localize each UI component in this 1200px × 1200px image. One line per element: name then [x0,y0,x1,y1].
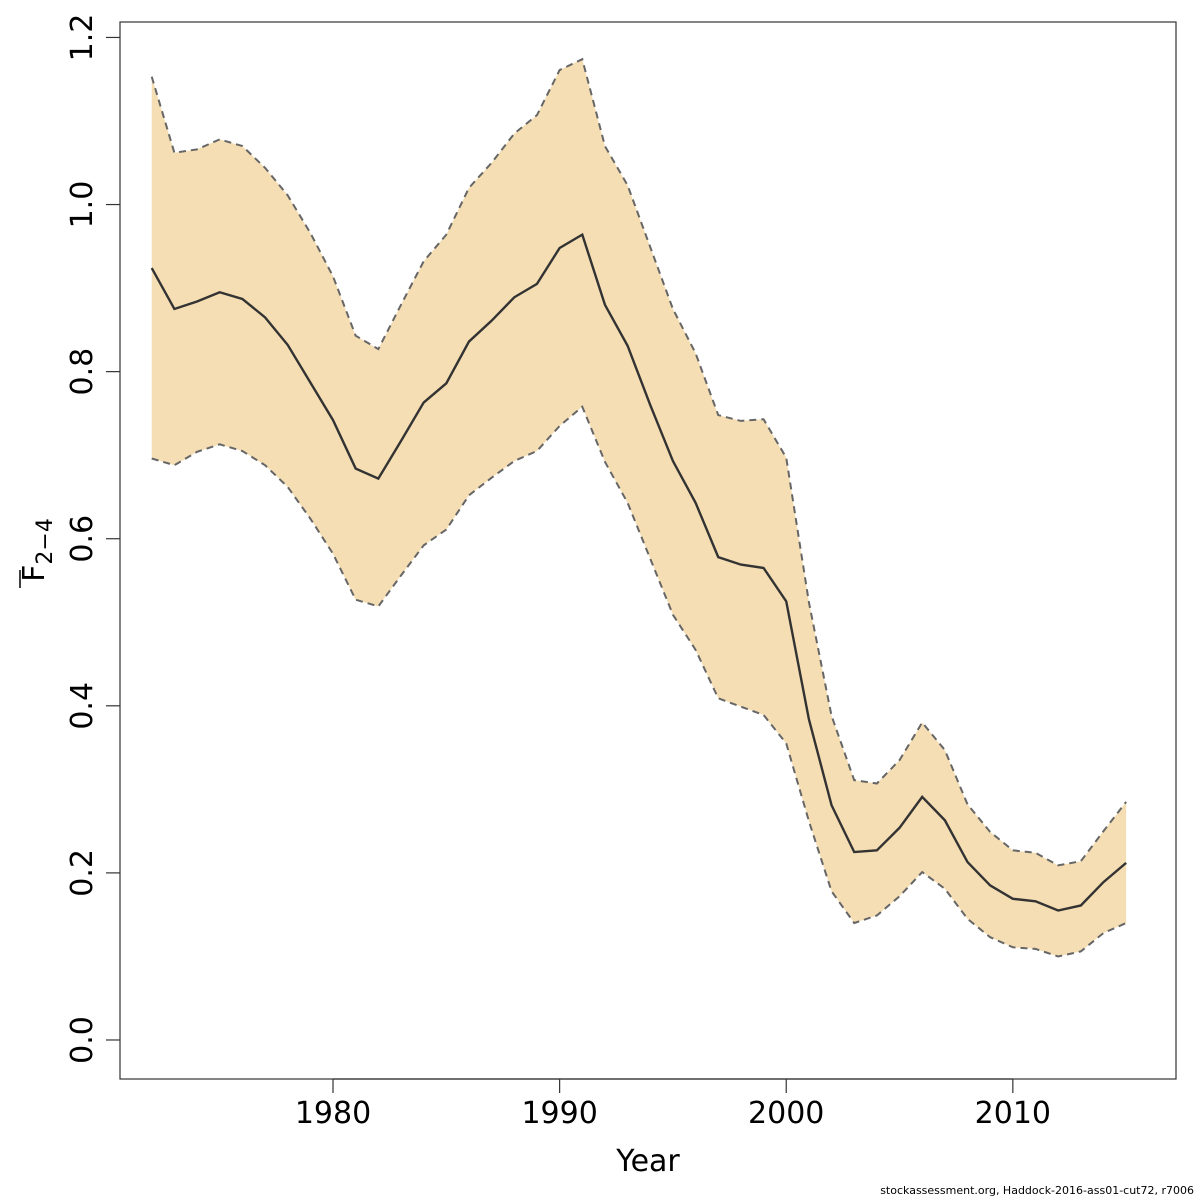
lower-bound-line [151,405,1127,958]
x-tick-label: 1990 [521,1096,597,1131]
footer-credit: stockassessment.org, Haddock-2016-ass01-… [880,1184,1194,1197]
confidence-bound-layer [150,57,1127,958]
estimate-line-layer [150,232,1127,912]
y-axis-title: F2−4 [17,518,58,588]
x-tick-label: 1980 [295,1096,371,1131]
x-axis-title: Year [615,1144,680,1179]
y-tick-label: 0.6 [65,515,100,563]
y-axis-title-main: F [17,565,52,582]
confidence-band-layer [151,59,1127,957]
y-tick-label: 1.0 [65,181,100,229]
y-tick-label: 0.4 [65,682,100,730]
y-axis-title-sub: 2−4 [33,518,58,564]
confidence-band [151,59,1127,957]
svg-text:F2−4: F2−4 [17,518,58,582]
y-tick-label: 0.8 [65,348,100,396]
y-tick-label: 1.2 [65,14,100,62]
upper-bound-line [150,57,1127,867]
y-tick-label: 0.0 [65,1016,100,1064]
x-tick-label: 2010 [975,1096,1051,1131]
x-axis: 1980 1990 2000 2010 [295,1078,1051,1131]
estimate-line [150,232,1127,912]
y-tick-label: 0.2 [65,849,100,897]
y-axis: 0.0 0.2 0.4 0.6 0.8 1.0 1.2 [65,14,120,1064]
x-tick-label: 2000 [748,1096,824,1131]
